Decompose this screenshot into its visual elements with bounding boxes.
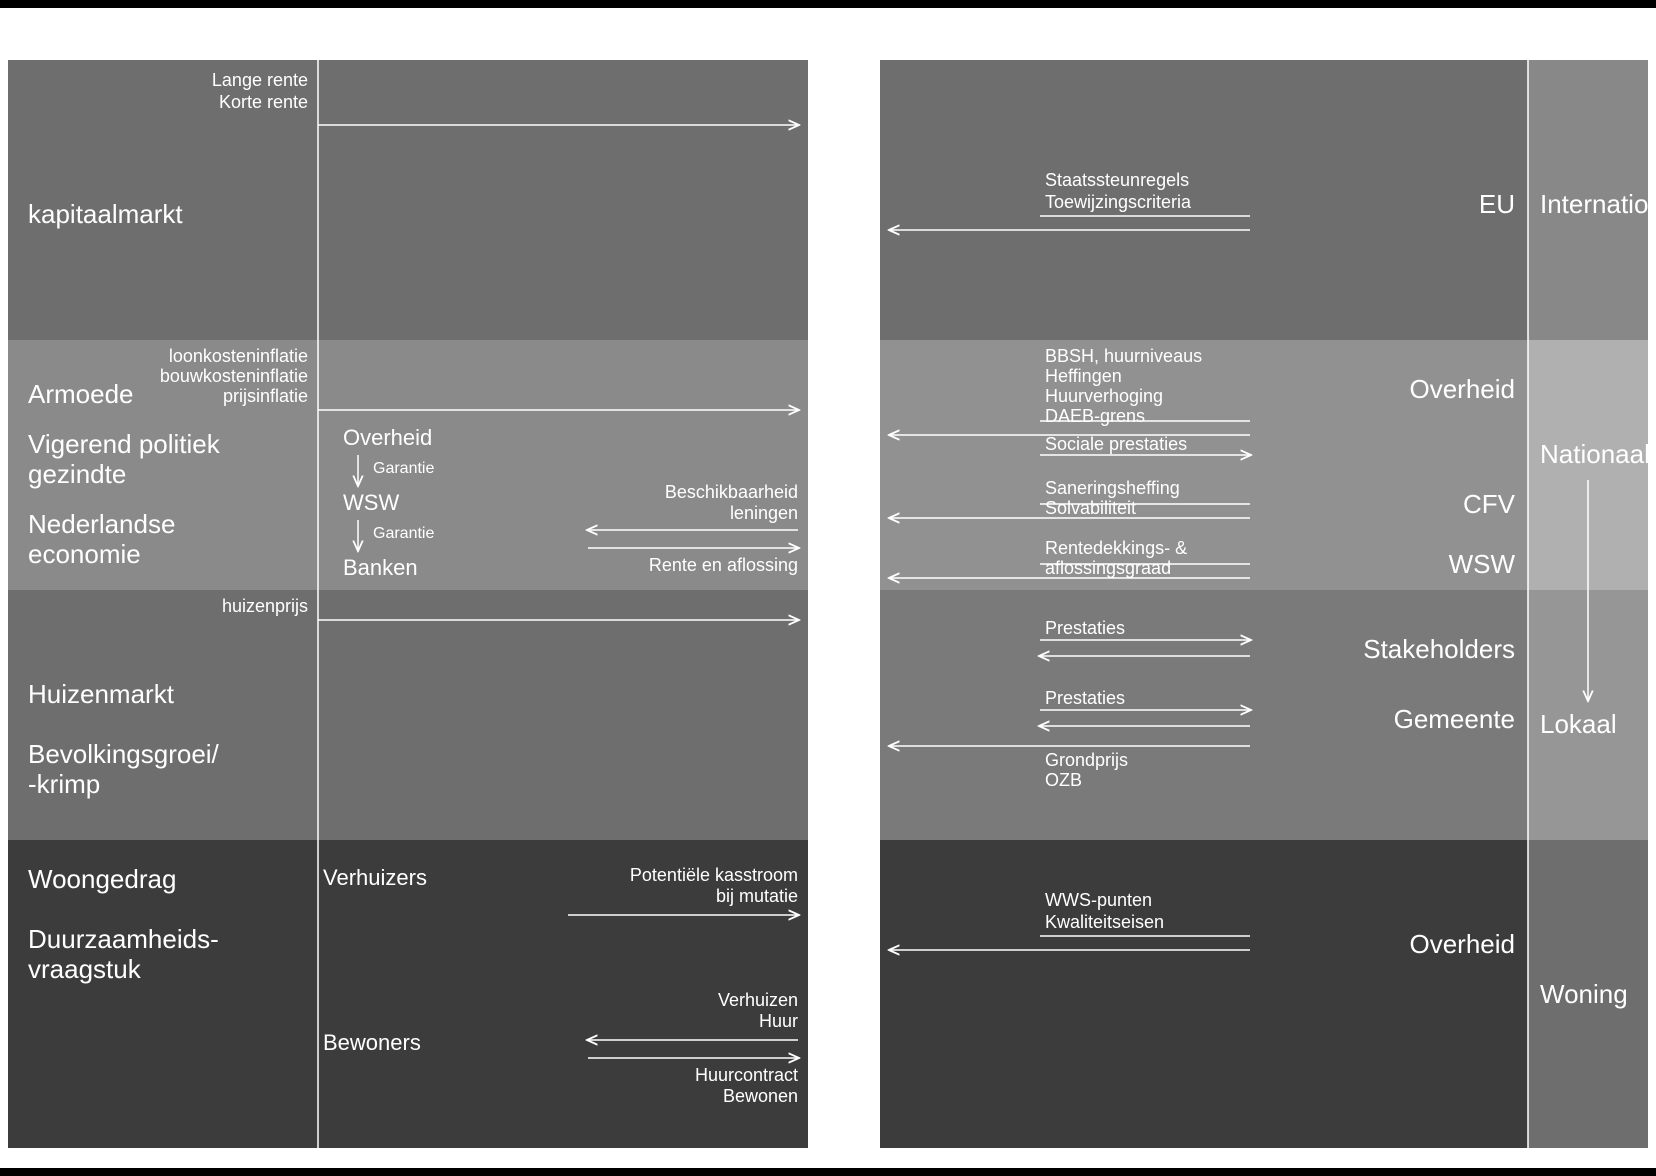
r2-pair-top: Beschikbaarheid leningen xyxy=(8,482,798,523)
r4-side-2: Duurzaamheids- vraagstuk xyxy=(28,925,219,985)
r2-ov-3: Huurverhoging xyxy=(1045,386,1163,407)
r1-actor: EU xyxy=(880,190,1515,220)
r4-actor: Overheid xyxy=(880,930,1515,960)
r2-wsw-2: aflossingsgraad xyxy=(1045,558,1171,579)
r3-gem: Gemeente xyxy=(880,705,1515,735)
right-arrows xyxy=(880,60,1648,1148)
r1-toplabel-1: Lange rente xyxy=(8,70,308,91)
r2-cfv: CFV xyxy=(880,490,1515,520)
r4-item-2: Kwaliteitseisen xyxy=(1045,912,1164,933)
r2-ov-1: BBSH, huurniveaus xyxy=(1045,346,1202,367)
r2-toplabel-1: loonkosteninflatie xyxy=(8,346,308,367)
r3-gem-3: OZB xyxy=(1045,770,1082,791)
r3-stake: Stakeholders xyxy=(880,635,1515,665)
r3-side-2: Bevolkingsgroei/ -krimp xyxy=(28,740,219,800)
r2-side-2: Vigerend politiek gezindte xyxy=(28,430,220,490)
r3-gem-2: Grondprijs xyxy=(1045,750,1128,771)
scope-2: Nationaal xyxy=(1540,440,1650,470)
r4-kasstroom: Potentiële kasstroom bij mutatie xyxy=(8,865,798,906)
scope-3: Lokaal xyxy=(1540,710,1617,740)
r2-wsw: WSW xyxy=(880,550,1515,580)
r2-ov-2: Heffingen xyxy=(1045,366,1122,387)
r3-gem-1: Prestaties xyxy=(1045,688,1125,709)
r2-overheid: Overheid xyxy=(880,375,1515,405)
r2-wsw-1: Rentedekkings- & xyxy=(1045,538,1187,559)
r2-garantie-1: Garantie xyxy=(373,460,434,478)
r2-cfv-2: Solvabiliteit xyxy=(1045,498,1136,519)
r2-ov-5: Sociale prestaties xyxy=(1045,434,1187,455)
scope-1: Internationaal xyxy=(1540,190,1656,220)
r2-garantie-2: Garantie xyxy=(373,525,434,543)
left-panel: Lange rente Korte rente kapitaalmarkt lo… xyxy=(8,60,808,1148)
scope-4: Woning xyxy=(1540,980,1628,1010)
r2-side-1: Armoede xyxy=(28,380,134,410)
r1-toplabel-2: Korte rente xyxy=(8,92,308,113)
r4-pair-bottom: Huurcontract Bewonen xyxy=(8,1065,798,1106)
right-panel: Internationaal Nationaal Lokaal Woning E… xyxy=(880,60,1648,1148)
r1-heading: kapitaalmarkt xyxy=(28,200,183,230)
r2-cfv-1: Saneringsheffing xyxy=(1045,478,1180,499)
r2-pair-bottom: Rente en aflossing xyxy=(8,555,798,576)
r4-chain-2: Bewoners xyxy=(323,1030,421,1055)
r1-item-1: Staatssteunregels xyxy=(1045,170,1189,191)
r4-pair-top: Verhuizen Huur xyxy=(8,990,798,1031)
r2-ov-4: DAEB-grens xyxy=(1045,406,1145,427)
r3-toplabel-1: huizenprijs xyxy=(8,596,308,617)
r3-side-1: Huizenmarkt xyxy=(28,680,174,710)
r4-item-1: WWS-punten xyxy=(1045,890,1152,911)
r2-chain-1: Overheid xyxy=(343,425,432,450)
r1-item-2: Toewijzingscriteria xyxy=(1045,192,1191,213)
r3-stake-1: Prestaties xyxy=(1045,618,1125,639)
